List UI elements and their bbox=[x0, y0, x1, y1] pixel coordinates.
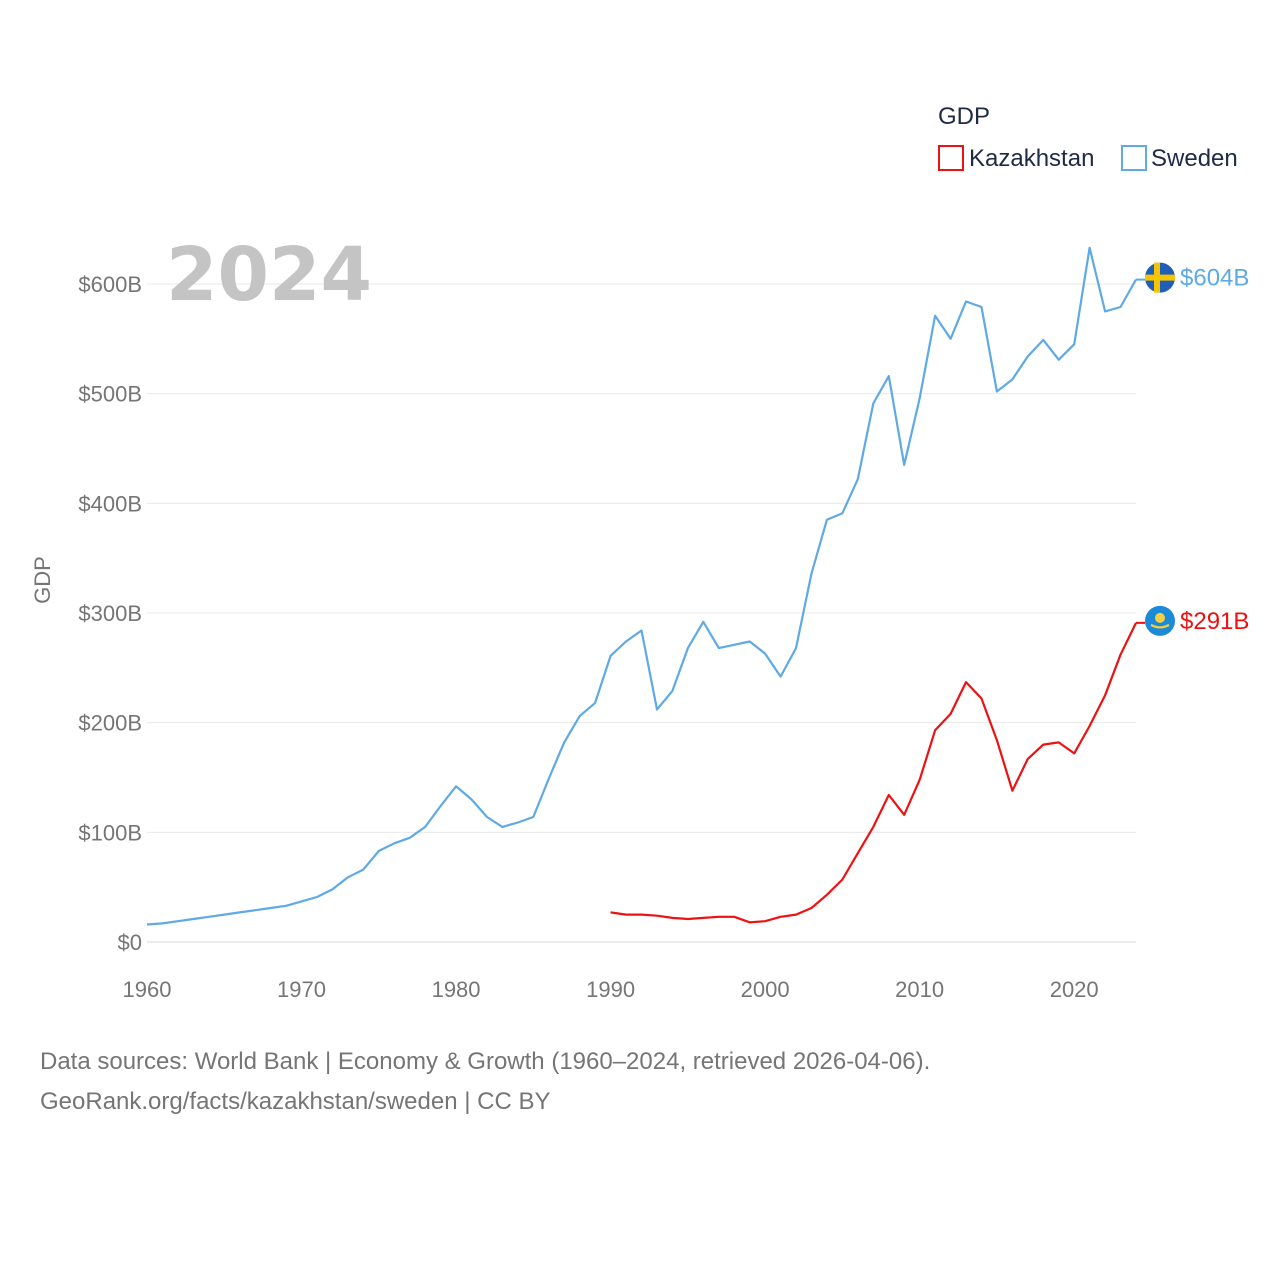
legend-label-kazakhstan: Kazakhstan bbox=[969, 145, 1094, 172]
legend-item-sweden[interactable]: Sweden bbox=[1121, 145, 1238, 172]
x-tick-label: 1960 bbox=[123, 977, 172, 1002]
x-tick-label: 1990 bbox=[586, 977, 635, 1002]
current-year-label: 2024 bbox=[166, 232, 372, 318]
series-line-kazakhstan bbox=[610, 622, 1137, 924]
legend[interactable]: GDP Kazakhstan Sweden bbox=[938, 103, 1238, 172]
y-tick-label: $100B bbox=[78, 820, 142, 845]
legend-swatch-sweden bbox=[1121, 145, 1147, 171]
y-axis-title: GDP bbox=[30, 556, 55, 604]
y-tick-label: $0 bbox=[118, 930, 142, 955]
y-tick-label: $200B bbox=[78, 711, 142, 736]
legend-label-sweden: Sweden bbox=[1151, 145, 1238, 172]
y-axis: $0 $100B $200B $300B $400B $500B $600B bbox=[78, 272, 142, 955]
legend-title: GDP bbox=[938, 103, 990, 130]
y-tick-label: $300B bbox=[78, 601, 142, 626]
x-tick-label: 1980 bbox=[432, 977, 481, 1002]
x-tick-label: 2010 bbox=[895, 977, 944, 1002]
x-tick-label: 2020 bbox=[1050, 977, 1099, 1002]
y-tick-label: $600B bbox=[78, 272, 142, 297]
x-tick-label: 2000 bbox=[741, 977, 790, 1002]
y-tick-label: $500B bbox=[78, 382, 142, 407]
data-sources-text: Data sources: World Bank | Economy & Gro… bbox=[40, 1048, 931, 1075]
end-value-label-kazakhstan: $291B bbox=[1180, 608, 1249, 635]
y-tick-label: $400B bbox=[78, 491, 142, 516]
series-lines bbox=[146, 246, 1137, 926]
kazakhstan-flag-icon bbox=[1145, 605, 1175, 636]
x-axis: 1960 1970 1980 1990 2000 2010 2020 bbox=[123, 977, 1099, 1002]
end-value-label-sweden: $604B bbox=[1180, 265, 1249, 292]
footer: Data sources: World Bank | Economy & Gro… bbox=[40, 1042, 930, 1122]
source-link[interactable]: GeoRank.org/facts/kazakhstan/sweden | CC… bbox=[40, 1088, 551, 1115]
legend-swatch-kazakhstan bbox=[938, 145, 964, 171]
gridlines bbox=[147, 283, 1136, 943]
series-end-markers: $291B $604B bbox=[1136, 262, 1249, 636]
x-tick-label: 1970 bbox=[277, 977, 326, 1002]
legend-item-kazakhstan[interactable]: Kazakhstan bbox=[938, 145, 1094, 172]
sweden-flag-icon bbox=[1145, 262, 1175, 293]
series-line-sweden bbox=[146, 246, 1137, 926]
